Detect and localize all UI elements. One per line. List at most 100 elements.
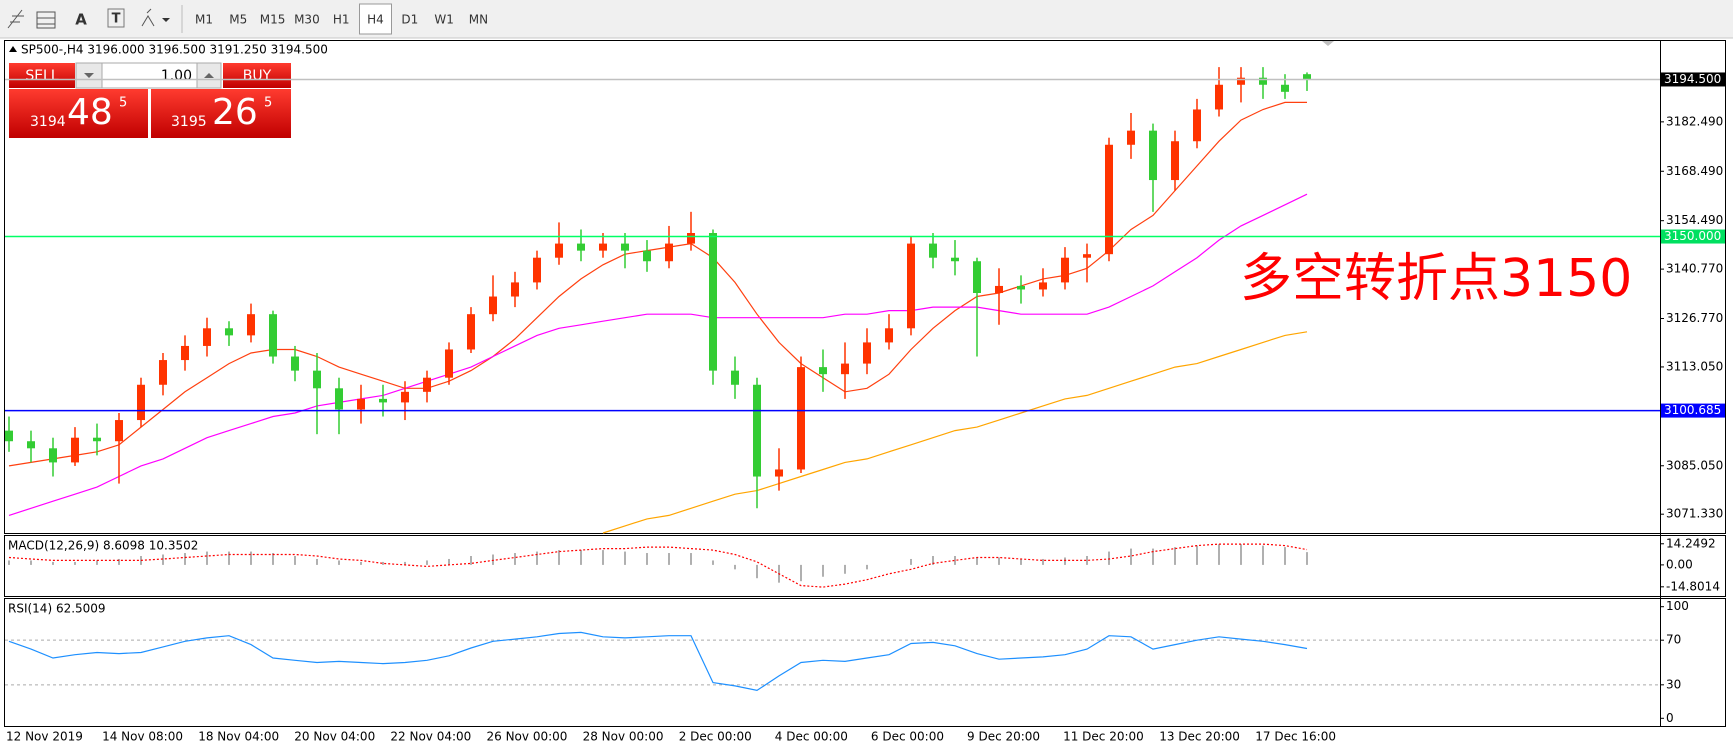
candle-body xyxy=(5,430,13,442)
buy-button[interactable] xyxy=(223,63,291,88)
bid-point[interactable]: 5 xyxy=(119,96,127,111)
candle-body xyxy=(137,384,145,421)
macd-histogram-bar xyxy=(1086,556,1088,565)
macd-histogram-bar xyxy=(1284,547,1286,565)
macd-histogram-bar xyxy=(1240,544,1242,565)
timeframe-button[interactable]: M15 xyxy=(260,13,286,27)
timeframe-button[interactable]: H4 xyxy=(367,13,384,27)
sell-label[interactable]: SELL xyxy=(25,68,59,84)
sell-button[interactable] xyxy=(9,63,75,88)
ask-point[interactable]: 5 xyxy=(264,96,272,111)
y-tick-label: 0.00 xyxy=(1666,557,1693,571)
macd-histogram-bar xyxy=(734,564,736,570)
candle-body xyxy=(423,377,431,392)
price-level-tag xyxy=(1661,403,1725,418)
macd-histogram-bar xyxy=(118,558,120,565)
macd-histogram-bar xyxy=(228,551,230,565)
macd-histogram-bar xyxy=(866,564,868,570)
macd-histogram-bar xyxy=(294,556,296,565)
macd-histogram-bar xyxy=(316,558,318,565)
bid-pips[interactable]: 48 xyxy=(67,92,113,133)
rsi-label: RSI(14) 62.5009 xyxy=(8,602,106,616)
y-tick-label: -14.8014 xyxy=(1666,579,1720,593)
y-tick-label: 3154.490 xyxy=(1666,213,1723,227)
y-tick-label: 0 xyxy=(1666,711,1674,725)
ask-box[interactable] xyxy=(151,89,291,138)
macd-histogram-bar xyxy=(382,561,384,565)
macd-histogram-bar xyxy=(492,554,494,565)
macd-histogram-bar xyxy=(360,561,362,565)
candle-body xyxy=(335,388,343,410)
candle-body xyxy=(1061,257,1069,283)
moving-average-line xyxy=(8,101,1307,467)
x-tick-label: 28 Nov 00:00 xyxy=(583,730,664,744)
candle-body xyxy=(885,328,893,343)
timeframe-button[interactable]: H1 xyxy=(333,13,350,27)
candle-body xyxy=(1083,254,1091,258)
y-tick-label: 14.2492 xyxy=(1666,536,1716,550)
macd-histogram-bar xyxy=(1152,548,1154,565)
macd-histogram-bar xyxy=(976,557,978,565)
candle-body xyxy=(577,243,585,251)
macd-histogram-bar xyxy=(448,558,450,565)
macd-histogram-bar xyxy=(536,551,538,565)
y-tick-label: 3126.770 xyxy=(1666,311,1723,325)
timeframe-button[interactable]: M30 xyxy=(294,13,320,27)
candle-body xyxy=(357,398,365,410)
macd-histogram-bar xyxy=(756,564,758,579)
x-tick-label: 12 Nov 2019 xyxy=(6,730,83,744)
x-tick-label: 9 Dec 20:00 xyxy=(967,730,1040,744)
y-tick-label: 3182.490 xyxy=(1666,114,1723,128)
macd-histogram-bar xyxy=(514,553,516,565)
macd-panel-frame xyxy=(4,535,1726,597)
macd-histogram-bar xyxy=(1020,558,1022,565)
timeframe-button[interactable]: D1 xyxy=(401,13,418,27)
y-tick-label: 30 xyxy=(1666,677,1681,691)
price-level-tag xyxy=(1661,229,1725,244)
candle-body xyxy=(533,257,541,283)
candle-body xyxy=(291,356,299,371)
price-level-label: 3194.500 xyxy=(1664,72,1721,86)
candle-body xyxy=(863,342,871,364)
price-level-tag xyxy=(1661,72,1725,87)
macd-histogram-bar xyxy=(954,556,956,565)
candle-body xyxy=(225,328,233,336)
bid-box[interactable] xyxy=(9,89,148,138)
price-level-label: 3150.000 xyxy=(1664,229,1721,243)
dropdown-arrow[interactable] xyxy=(162,18,170,22)
macd-signal-line xyxy=(8,543,1308,588)
timeframe-button[interactable]: MN xyxy=(469,13,488,27)
arrow-tool-icon[interactable] xyxy=(141,8,155,27)
candle-body xyxy=(181,345,189,361)
macd-histogram-bar xyxy=(1042,558,1044,565)
y-tick-label: 70 xyxy=(1666,633,1681,647)
candle-body xyxy=(71,437,79,463)
macd-histogram-bar xyxy=(822,564,824,577)
bid-figure[interactable]: 3194 xyxy=(30,114,66,130)
text-label-tool-icon[interactable]: T xyxy=(112,12,121,27)
selected-timeframe-bg xyxy=(359,3,392,35)
candle-body xyxy=(313,370,321,389)
ask-figure[interactable]: 3195 xyxy=(171,114,207,130)
buy-label[interactable]: BUY xyxy=(243,68,272,84)
grid-tool-icon[interactable] xyxy=(36,11,56,29)
candle-body xyxy=(775,469,783,477)
text-tool-icon[interactable]: A xyxy=(75,11,87,29)
candle-body xyxy=(1171,141,1179,181)
x-tick-label: 14 Nov 08:00 xyxy=(102,730,183,744)
candle-body xyxy=(1193,109,1201,142)
timeframe-button[interactable]: M1 xyxy=(195,13,213,27)
timeframe-button[interactable]: M5 xyxy=(229,13,247,27)
macd-histogram-bar xyxy=(1196,545,1198,565)
candle-body xyxy=(599,243,607,251)
ask-pips[interactable]: 26 xyxy=(212,92,258,133)
text-label-frame xyxy=(107,8,125,28)
up-arrow xyxy=(204,73,214,78)
volume-value[interactable]: 1.00 xyxy=(161,68,192,84)
macd-histogram-bar xyxy=(998,557,1000,565)
fib-tool-icon[interactable] xyxy=(7,9,24,29)
timeframe-button[interactable]: W1 xyxy=(434,13,454,27)
candle-body xyxy=(621,243,629,251)
candle-body xyxy=(753,384,761,477)
candle-body xyxy=(819,367,827,375)
